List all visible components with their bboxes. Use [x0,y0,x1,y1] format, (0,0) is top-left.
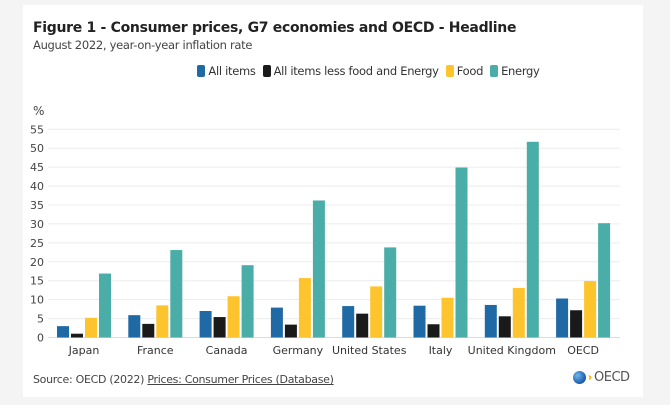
bar [427,324,440,338]
y-tick-label: 50 [30,142,44,155]
bar [598,223,611,338]
legend: All items All items less food and Energy F… [0,64,670,78]
bar [142,323,155,338]
bar [512,287,525,338]
legend-label: Energy [501,64,540,78]
source-prefix: Source: OECD (2022) [33,373,148,386]
globe-icon [573,371,586,384]
chart-subtitle: August 2022, year-on-year inflation rate [33,38,253,52]
legend-swatch [490,65,499,77]
bar [71,333,83,338]
chart-title: Figure 1 - Consumer prices, G7 economies… [33,20,517,36]
bar [356,313,369,338]
x-tick-label: OECD [567,344,599,357]
legend-label: All items less food and Energy [273,64,439,78]
y-tick-label: 10 [30,294,44,307]
bar [284,324,297,338]
bar [241,265,254,338]
x-tick-label: United Kingdom [468,344,556,357]
y-tick-label: 55 [30,123,44,136]
bar [227,296,240,338]
y-tick-label: 45 [30,161,44,174]
y-tick-label: 5 [37,313,44,326]
chart-card [23,5,643,397]
bar [370,286,383,338]
legend-swatch [445,65,454,77]
bar [270,307,283,338]
source-note: Source: OECD (2022) Prices: Consumer Pri… [33,373,334,386]
y-axis-unit-label: % [33,104,44,118]
x-tick-label: France [137,344,174,357]
y-tick-label: 35 [30,199,44,212]
y-tick-label: 30 [30,218,44,231]
bar [199,311,212,338]
bar [156,305,169,338]
bar [384,247,397,338]
bar [99,273,111,338]
legend-item[interactable]: All items less food and Energy [262,64,439,78]
bar [342,306,355,338]
x-tick-label: Japan [68,344,100,357]
bar [498,316,511,338]
x-tick-label: United States [332,344,407,357]
source-link[interactable]: Prices: Consumer Prices (Database) [147,373,334,386]
bar [584,281,597,338]
x-tick-label: Italy [429,344,453,357]
bar [570,310,583,338]
y-tick-label: 0 [37,332,44,345]
oecd-logo: ››› OECD [573,370,630,385]
legend-item[interactable]: Energy [490,64,540,78]
bar [312,200,325,338]
bar [57,326,69,338]
bar [85,317,97,338]
y-tick-label: 25 [30,237,44,250]
bar [556,298,569,338]
x-tick-label: Canada [206,344,248,357]
y-tick-label: 15 [30,275,44,288]
bar [170,250,183,338]
logo-text: OECD [594,370,630,385]
bar [298,278,311,338]
bar [526,141,539,338]
chevrons-icon: ››› [588,372,592,383]
legend-label: Food [456,64,484,78]
bar [128,315,141,338]
bar [441,297,454,338]
legend-swatch [197,65,206,77]
legend-swatch [262,65,271,77]
legend-item[interactable]: Food [445,64,484,78]
bar [413,305,426,338]
bar [213,317,226,338]
y-tick-label: 40 [30,180,44,193]
y-tick-label: 20 [30,256,44,269]
legend-label: All items [208,64,256,78]
bar [455,167,468,338]
bar [484,304,497,338]
x-tick-label: Germany [273,344,324,357]
legend-item[interactable]: All items [197,64,256,78]
